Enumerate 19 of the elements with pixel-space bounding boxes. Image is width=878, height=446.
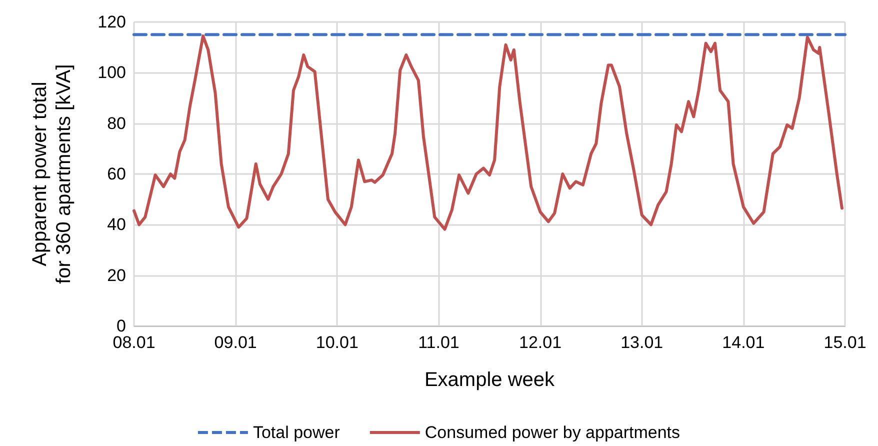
y-tick-label: 0 [116, 316, 126, 336]
x-tick-label: 15.01 [824, 333, 866, 352]
y-tick-label: 20 [107, 266, 126, 285]
y-tick-label: 40 [107, 215, 126, 234]
x-tick-label: 09.01 [214, 333, 257, 352]
x-tick-label: 11.01 [418, 333, 460, 352]
y-tick-label: 100 [98, 63, 126, 82]
x-tick-label: 12.01 [519, 333, 562, 352]
x-tick-label: 10.01 [316, 333, 358, 352]
x-tick-label: 08.01 [112, 333, 156, 352]
y-tick-label: 60 [107, 164, 126, 184]
x-tick-label: 13.01 [620, 333, 664, 352]
y-tick-label: 120 [98, 12, 126, 32]
y-tick-label: 80 [107, 114, 126, 133]
legend-label: Total power [252, 423, 340, 442]
y-axis-title: Apparent power total for 360 apartments [kVA] [29, 64, 75, 284]
legend-label: Consumed power by appartments [424, 423, 680, 442]
x-axis-title: Example week [424, 369, 556, 391]
x-tick-label: 14.01 [722, 333, 765, 352]
